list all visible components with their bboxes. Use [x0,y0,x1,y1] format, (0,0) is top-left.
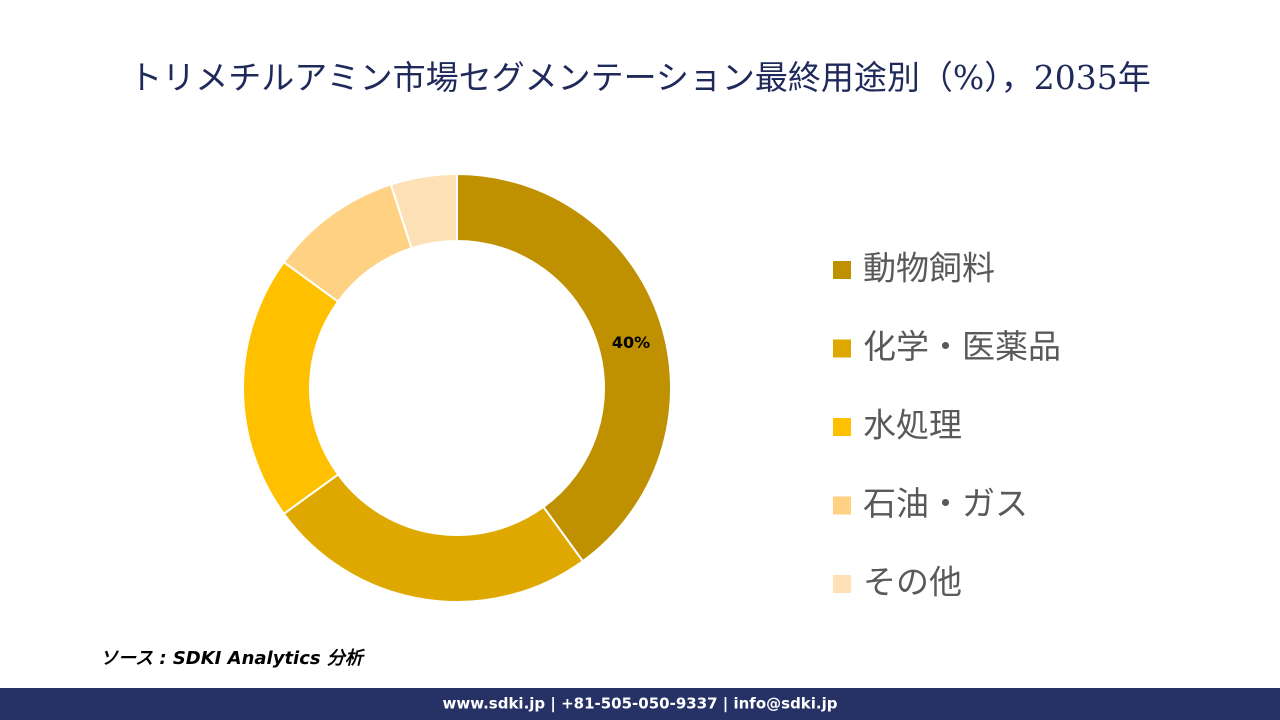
legend-swatch [833,575,851,593]
source: ソース : SDKI Analytics 分析 [100,648,366,669]
legend-label: 動物飼料 [863,249,995,288]
data-label: 40% [612,333,650,352]
chart-title: トリメチルアミン市場セグメンテーション最終用途別（%），2035年 [129,58,1151,97]
donut-segment [389,172,458,250]
legend-label: 化学・医薬品 [863,327,1061,366]
legend-label: 水処理 [863,406,962,445]
legend-label: 石油・ガス [863,484,1028,523]
donut-segment [242,260,340,516]
donut-segment [456,172,672,563]
legend-swatch [833,496,851,515]
legend-swatch [833,339,851,358]
legend-label: その他 [863,563,962,602]
footer-bar [0,688,1280,720]
footer-text: www.sdki.jp | +81-505-050-9337 | info@sd… [442,695,837,714]
donut-segment [282,473,585,603]
legend-swatch [833,261,851,279]
legend-swatch [833,418,851,436]
